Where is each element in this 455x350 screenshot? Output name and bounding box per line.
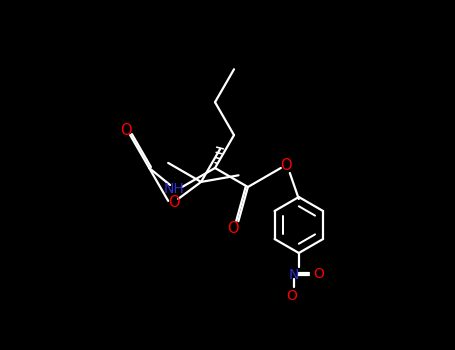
Text: O: O (286, 289, 297, 303)
Text: NH: NH (164, 182, 184, 196)
Text: O: O (280, 158, 292, 173)
Text: O: O (121, 122, 132, 138)
Text: O: O (313, 267, 324, 281)
Text: O: O (168, 195, 180, 210)
Text: N: N (288, 268, 299, 282)
Text: O: O (228, 221, 239, 236)
